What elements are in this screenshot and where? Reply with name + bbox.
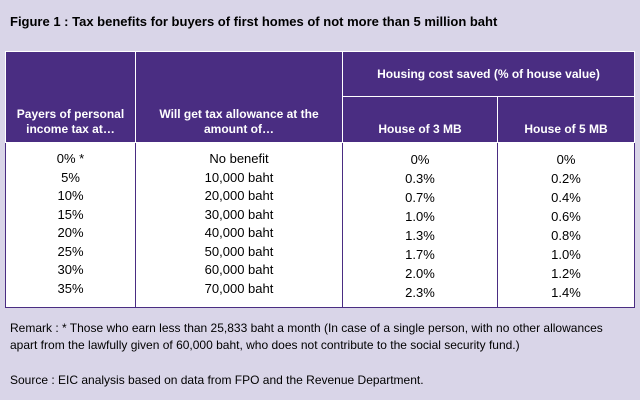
house-3mb-cell: 1.0% [405, 209, 435, 224]
payers-cell: 10% [57, 188, 84, 203]
payers-cell: 20% [57, 225, 84, 240]
house-3mb-cell: 0.3% [405, 171, 435, 186]
house-5mb-cell: 1.4% [551, 285, 581, 300]
figure-title: Figure 1 : Tax benefits for buyers of fi… [10, 14, 498, 29]
payers-cell: 0% * [56, 151, 85, 166]
house-3mb-cell: 0% [410, 152, 430, 167]
allowance-column: No benefit 10,000 baht 20,000 baht 30,000 b… [135, 142, 343, 308]
payers-cell: 30% [57, 262, 84, 277]
house-3mb-cell: 2.0% [405, 266, 435, 281]
allowance-cell: 20,000 baht [204, 188, 274, 203]
house-5mb-cell: 1.2% [551, 266, 581, 281]
header-house-3mb: House of 3 MB [342, 96, 498, 143]
header-house-5mb: House of 5 MB [497, 96, 635, 143]
allowance-cell: 70,000 baht [204, 280, 274, 296]
house-3mb-cell: 0.7% [405, 190, 435, 205]
payers-cell: 5% [61, 169, 80, 185]
header-allowance: Will get tax allowance at the amount of… [135, 51, 343, 143]
house-5mb-cell: 0.2% [551, 171, 581, 186]
house-5mb-cell: 0.8% [551, 228, 581, 243]
allowance-cell: 40,000 baht [204, 225, 274, 240]
house-5mb-cell: 0.4% [551, 190, 581, 205]
header-payers: Payers of personal income tax at… [5, 51, 136, 143]
house-3mb-cell: 2.3% [405, 285, 435, 300]
source-note: Source : EIC analysis based on data from… [10, 373, 424, 387]
allowance-cell: 50,000 baht [204, 243, 274, 259]
house-5mb-cell: 0.6% [551, 209, 581, 224]
remark-note: Remark : * Those who earn less than 25,8… [10, 321, 603, 352]
tax-benefits-table: Payers of personal income tax at… Will g… [5, 51, 635, 308]
allowance-cell: No benefit [209, 151, 269, 166]
allowance-cell: 30,000 baht [204, 206, 274, 222]
allowance-cell: 60,000 baht [204, 262, 274, 277]
house-5mb-cell: 0% [556, 152, 576, 167]
house-3mb-cell: 1.7% [405, 247, 435, 262]
payers-cell: 15% [57, 206, 84, 222]
house-3mb-cell: 1.3% [405, 228, 435, 243]
payers-cell: 25% [57, 243, 84, 259]
header-housing-cost-saved: Housing cost saved (% of house value) [342, 51, 635, 97]
house-3mb-column: 0% 0.3% 0.7% 1.0% 1.3% 1.7% 2.0% 2.3% [342, 142, 498, 308]
payers-cell: 35% [57, 280, 84, 296]
house-5mb-cell: 1.0% [551, 247, 581, 262]
payers-column: 0% * 5% 10% 15% 20% 25% 30% 35% [5, 142, 136, 308]
house-5mb-column: 0% 0.2% 0.4% 0.6% 0.8% 1.0% 1.2% 1.4% [497, 142, 635, 308]
allowance-cell: 10,000 baht [204, 169, 274, 185]
